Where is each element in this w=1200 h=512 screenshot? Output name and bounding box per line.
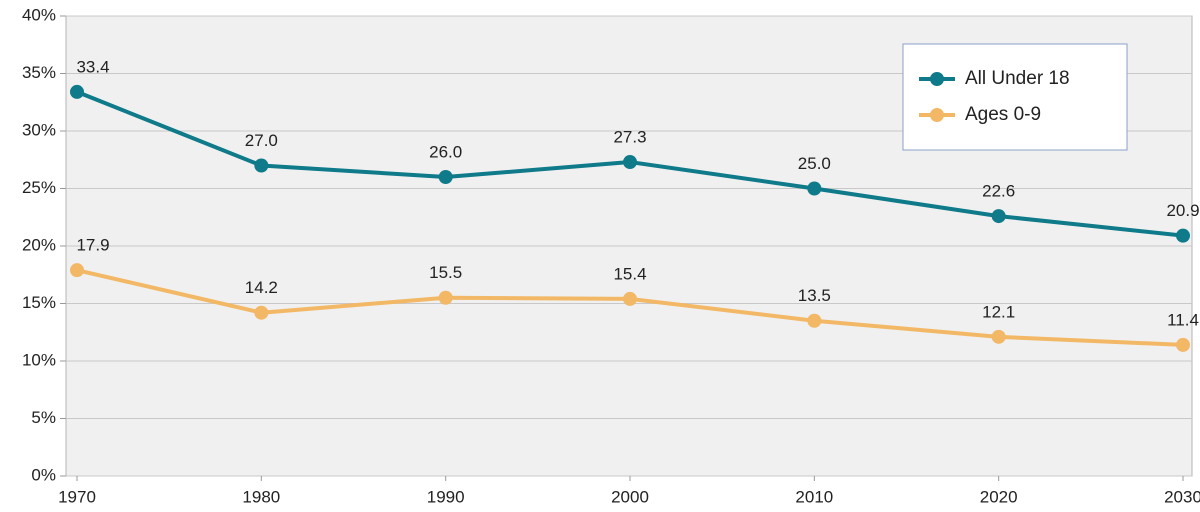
y-tick-label: 35% bbox=[22, 63, 56, 82]
x-tick-label: 2020 bbox=[980, 487, 1018, 506]
point bbox=[623, 155, 637, 170]
legend: All Under 18 Ages 0-9 bbox=[902, 43, 1128, 151]
y-tick-label: 10% bbox=[22, 350, 56, 369]
value-label: 14.2 bbox=[245, 278, 278, 297]
value-label: 25.0 bbox=[798, 154, 831, 173]
y-tick-label: 30% bbox=[22, 120, 56, 139]
x-tick-label: 2010 bbox=[795, 487, 833, 506]
value-label: 15.5 bbox=[429, 263, 462, 282]
legend-label: All Under 18 bbox=[965, 68, 1070, 89]
x-tick-label: 1980 bbox=[242, 487, 280, 506]
y-tick-label: 20% bbox=[22, 235, 56, 254]
x-tick-label: 2030 bbox=[1164, 487, 1200, 506]
y-tick-label: 25% bbox=[22, 178, 56, 197]
legend-marker bbox=[930, 72, 944, 86]
x-tick-label: 2000 bbox=[611, 487, 649, 506]
y-tick-label: 0% bbox=[31, 465, 56, 484]
value-label: 20.9 bbox=[1166, 201, 1199, 220]
value-label: 17.9 bbox=[76, 236, 109, 255]
point bbox=[807, 313, 822, 328]
value-label: 27.0 bbox=[245, 131, 278, 150]
point bbox=[254, 305, 269, 320]
point bbox=[70, 263, 84, 278]
point bbox=[991, 329, 1006, 344]
legend-marker bbox=[930, 108, 944, 122]
legend-box bbox=[902, 43, 1128, 151]
point bbox=[1176, 228, 1190, 243]
value-label: 12.1 bbox=[982, 302, 1015, 321]
value-label: 27.3 bbox=[613, 128, 646, 147]
point bbox=[1176, 337, 1190, 352]
value-label: 26.0 bbox=[429, 142, 462, 161]
y-tick-label: 40% bbox=[22, 5, 56, 24]
value-label: 11.4 bbox=[1167, 310, 1199, 329]
x-tick-label: 1970 bbox=[58, 487, 96, 506]
y-tick-label: 5% bbox=[31, 408, 56, 427]
value-label: 13.5 bbox=[798, 286, 831, 305]
value-label: 22.6 bbox=[982, 182, 1015, 201]
point bbox=[438, 290, 453, 305]
value-label: 15.4 bbox=[613, 264, 646, 283]
point bbox=[70, 84, 84, 99]
x-tick-label: 1990 bbox=[427, 487, 465, 506]
y-tick-label: 15% bbox=[22, 293, 56, 312]
point bbox=[438, 170, 453, 184]
point bbox=[807, 181, 822, 196]
value-label: 33.4 bbox=[76, 57, 109, 76]
legend-label: Ages 0-9 bbox=[965, 104, 1041, 125]
point bbox=[254, 158, 269, 173]
point bbox=[623, 291, 637, 306]
point bbox=[991, 209, 1006, 224]
